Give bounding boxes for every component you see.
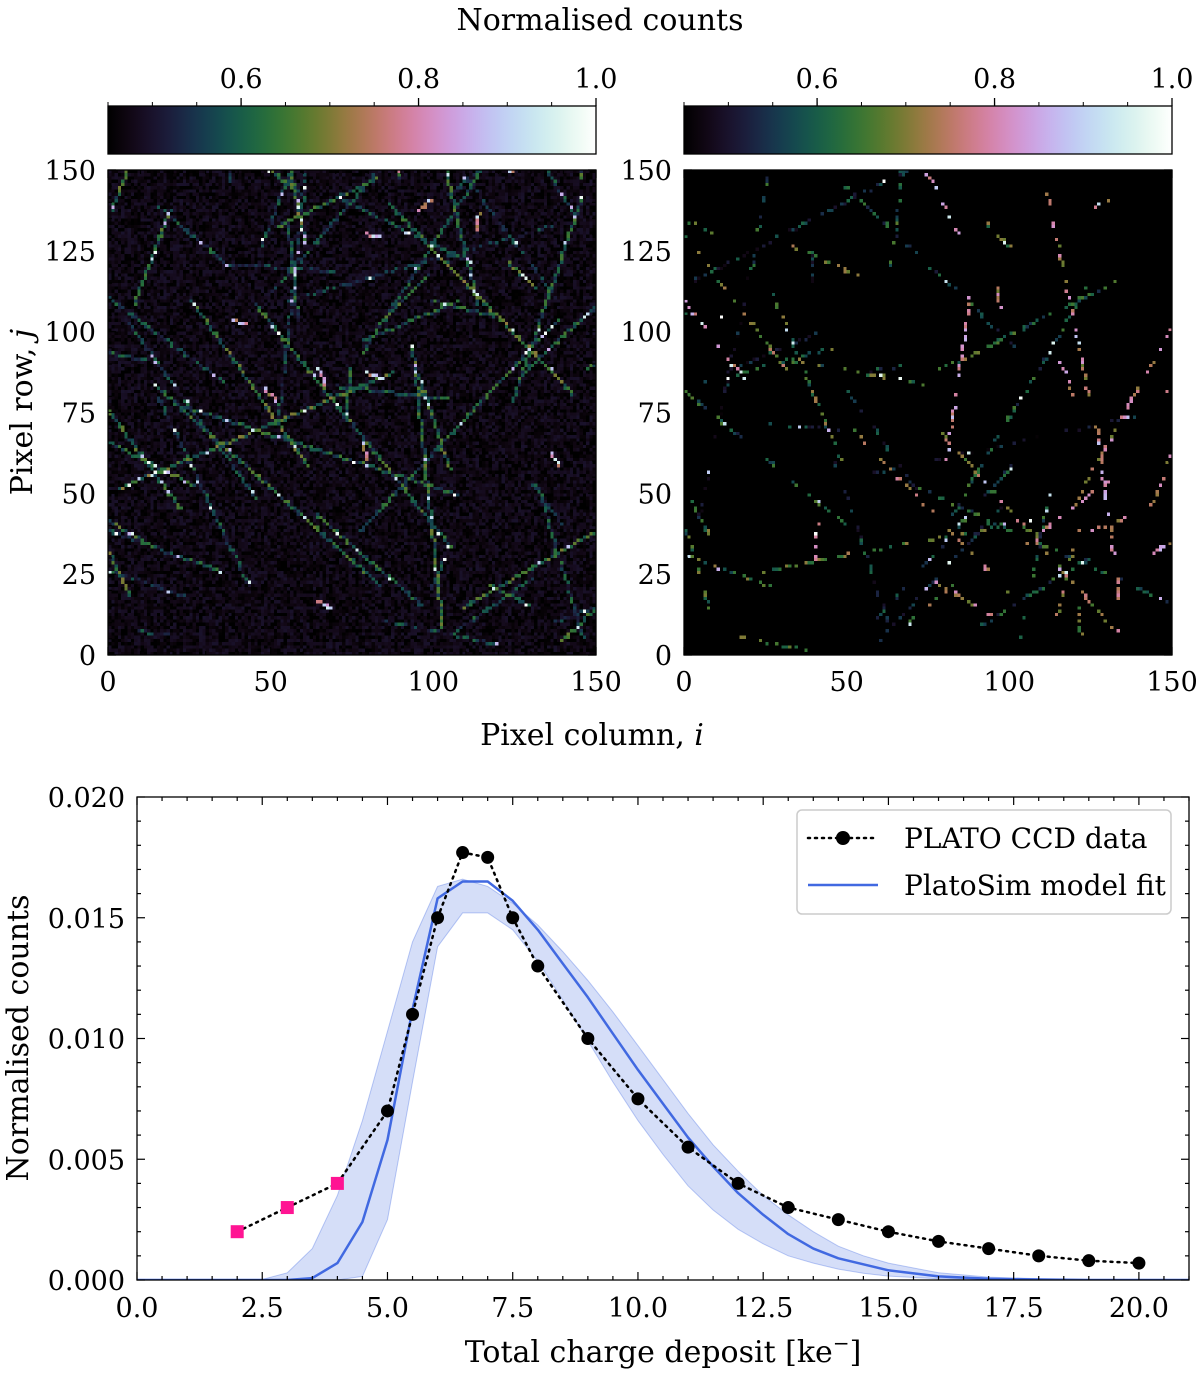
top-x-axis-title-text: Pixel column, <box>480 718 694 753</box>
top-y-axis-title: Pixel row, j <box>5 329 40 496</box>
line-chart-panel: 0.0 2.5 5.0 7.5 10.0 12.5 15.0 17.5 20.0 0.000 0.0… <box>48 783 1190 1324</box>
x-tick-label: 100 <box>984 667 1036 698</box>
data-point <box>731 1176 745 1190</box>
data-point-flagged <box>230 1225 244 1239</box>
series-line-data <box>235 851 1141 1265</box>
x-tick-label: 2.5 <box>241 1293 284 1324</box>
heatmap-panel-left: 0.6 0.8 1.0 0 50 100 150 0 25 50 75 100 125 150 <box>44 64 621 698</box>
x-tick-label: 0.0 <box>116 1293 159 1324</box>
top-x-axis-var: i <box>694 718 704 753</box>
x-tick-label: 50 <box>253 667 287 698</box>
y-tick-label: 0.015 <box>48 904 125 935</box>
data-point <box>581 1032 595 1045</box>
data-point-flagged <box>280 1201 294 1215</box>
data-point <box>1132 1256 1146 1270</box>
legend: PLATO CCD data PlatoSim model fit <box>796 809 1172 915</box>
data-point <box>932 1234 946 1248</box>
y-tick-label: 100 <box>620 318 672 349</box>
y-tick-label: 25 <box>638 560 672 591</box>
uncertainty-band <box>137 878 1189 1280</box>
data-point <box>1032 1249 1046 1263</box>
data-point <box>831 1213 845 1227</box>
y-tick-label: 150 <box>620 156 672 187</box>
data-point <box>481 850 495 864</box>
y-tick-label: 50 <box>638 479 672 510</box>
data-point <box>506 911 520 925</box>
x-tick-label: 20.0 <box>1109 1293 1169 1324</box>
x-tick-label: 0 <box>99 667 116 698</box>
x-tick-label: 150 <box>1146 667 1198 698</box>
heatmap-image-right <box>684 170 1172 655</box>
colorbar-tick-label: 0.8 <box>397 64 440 95</box>
colorbar-tick-label: 1.0 <box>1151 64 1194 95</box>
y-tick-label: 25 <box>62 560 96 591</box>
bottom-y-axis-title: Normalised counts <box>1 894 36 1181</box>
x-tick-label: 5.0 <box>366 1293 409 1324</box>
x-tick-label: 150 <box>570 667 622 698</box>
y-tick-label: 0 <box>655 641 672 672</box>
heatmap-image-left <box>108 170 596 655</box>
x-tick-label: 15.0 <box>858 1293 918 1324</box>
x-tick-label: 17.5 <box>984 1293 1044 1324</box>
y-tick-label: 100 <box>44 318 96 349</box>
x-tick-label: 50 <box>829 667 863 698</box>
y-tick-label: 50 <box>62 479 96 510</box>
colorbar-left <box>107 105 597 155</box>
colorbar-tick-label: 1.0 <box>575 64 618 95</box>
legend-data-label: PLATO CCD data <box>904 822 1147 855</box>
legend-model-label: PlatoSim model fit <box>904 869 1167 902</box>
y-tick-label: 0.020 <box>48 783 125 814</box>
colorbar-tick-label: 0.6 <box>220 64 263 95</box>
data-point <box>531 959 545 973</box>
data-point <box>681 1140 695 1154</box>
data-point <box>380 1104 394 1118</box>
top-x-axis-title: Pixel column, i <box>480 718 704 753</box>
y-tick-label: 75 <box>638 399 672 430</box>
data-point <box>781 1201 795 1215</box>
x-tick-label: 100 <box>408 667 460 698</box>
y-tick-label: 150 <box>44 156 96 187</box>
top-y-axis-title-text: Pixel row, <box>5 338 40 495</box>
bottom-x-axis-sup: − <box>833 1331 850 1355</box>
data-point <box>1082 1254 1096 1268</box>
colorbar-title: Normalised counts <box>456 3 743 38</box>
data-point <box>456 846 470 860</box>
data-point <box>881 1225 895 1239</box>
data-point <box>431 911 445 925</box>
y-tick-label: 0.010 <box>48 1025 125 1056</box>
x-tick-label: 10.0 <box>608 1293 668 1324</box>
y-tick-label: 0.000 <box>48 1266 125 1297</box>
colorbar-right <box>683 105 1173 155</box>
legend-box <box>796 809 1172 915</box>
y-tick-label: 0.005 <box>48 1145 125 1176</box>
bottom-x-axis-title: Total charge deposit [ke−] <box>465 1331 862 1370</box>
x-tick-label: 0 <box>675 667 692 698</box>
data-point <box>406 1007 420 1021</box>
y-tick-label: 125 <box>620 237 672 268</box>
legend-data-marker <box>836 831 850 845</box>
data-point <box>982 1242 996 1256</box>
colorbar-tick-label: 0.6 <box>796 64 839 95</box>
x-tick-label: 12.5 <box>733 1293 793 1324</box>
colorbar-tick-label: 0.8 <box>973 64 1016 95</box>
data-point-flagged <box>330 1176 344 1190</box>
heatmap-panel-right: 0.6 0.8 1.0 0 50 100 150 0 25 50 75 100 125 150 <box>620 64 1197 698</box>
y-tick-label: 125 <box>44 237 96 268</box>
x-tick-label: 7.5 <box>491 1293 534 1324</box>
bottom-x-axis-title-text: Total charge deposit [ke <box>465 1335 833 1370</box>
y-tick-label: 75 <box>62 399 96 430</box>
y-tick-label: 0 <box>79 641 96 672</box>
data-point <box>631 1092 645 1106</box>
bottom-x-axis-close: ] <box>850 1335 862 1370</box>
